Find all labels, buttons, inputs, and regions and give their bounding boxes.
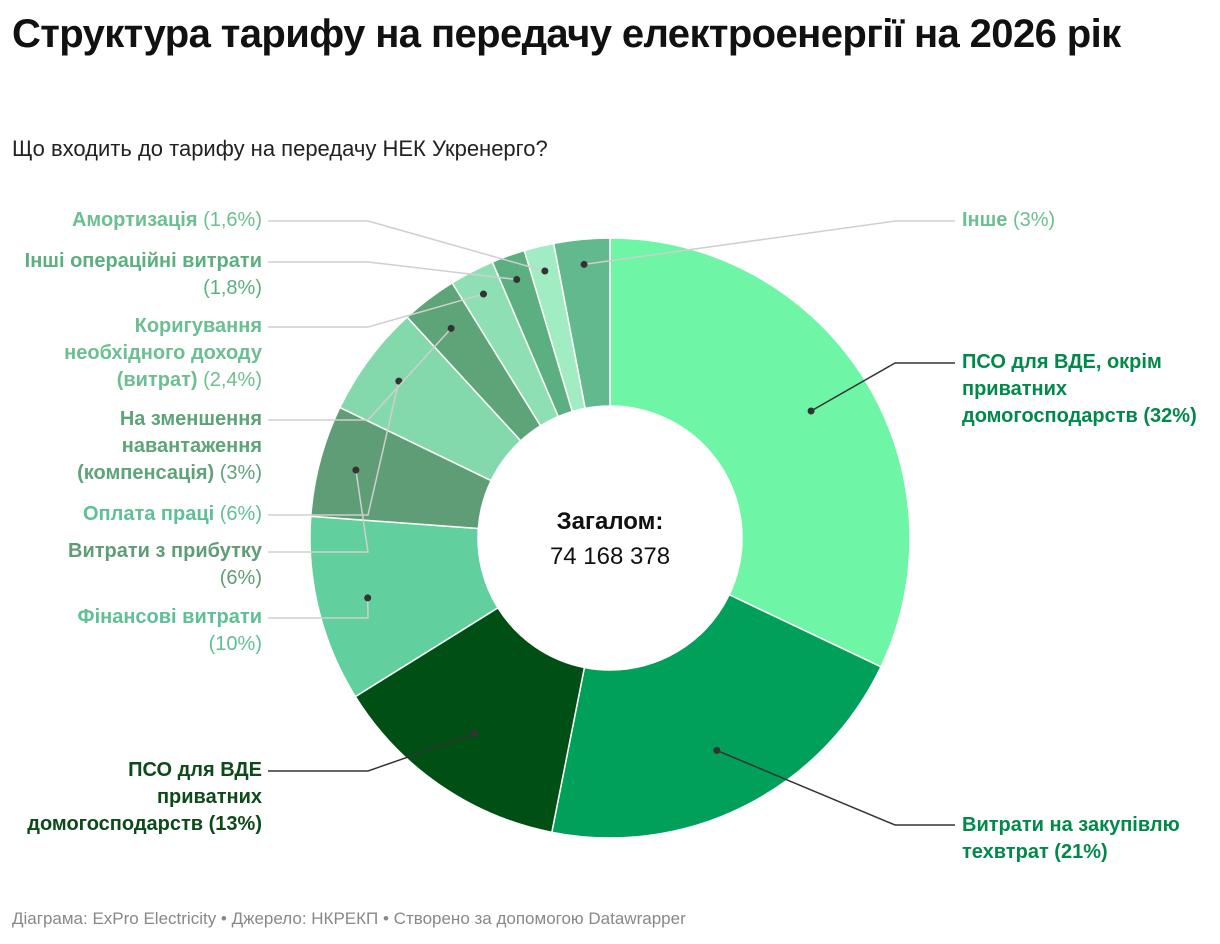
slice-інше[interactable] <box>552 237 611 410</box>
slice-label-name: Інше <box>962 209 1008 231</box>
leader-line-на-зменшення-навантаження-компенсація <box>268 327 452 421</box>
slice-dot-псо-для-вде-приватних-домогосподарств <box>471 730 479 738</box>
slice-фінансові-витрати[interactable] <box>309 515 499 698</box>
slice-dot-витрати-на-закупівлю-техвтрат <box>713 746 721 754</box>
slice-label-name: Фінансові витрати <box>77 606 262 628</box>
leader-line-інші-операційні-витрати <box>268 261 517 281</box>
slice-dot-витрати-з-прибутку <box>352 466 360 474</box>
slice-label-value: (1,6%) <box>197 209 262 231</box>
slice-label-value: (6%) <box>219 567 262 589</box>
slice-label-value: (6%) <box>214 503 262 525</box>
slice-label-value: (32%) <box>1137 405 1197 427</box>
leader-line-псо-для-вде-окрім-приватних-домогосподарств <box>810 362 955 412</box>
slice-label-name: ПСО для ВДЕ, окрім приватних домогоспода… <box>962 351 1162 427</box>
leader-line-амортизація <box>268 220 546 272</box>
chart-title: Структура тарифу на передачу електроенер… <box>12 12 1121 56</box>
slice-dot-коригування-необхідного-доходу-витрат <box>479 290 487 298</box>
slice-псо-для-вде-окрім-приватних-домогосподарств[interactable] <box>609 237 911 668</box>
leader-line-інше <box>583 220 955 266</box>
slice-label-value: (3%) <box>214 462 262 484</box>
slice-label-name: Коригування необхідного доходу (витрат) <box>64 315 262 391</box>
leader-line-псо-для-вде-приватних-домогосподарств <box>268 732 476 772</box>
slice-dot-оплата-праці <box>395 377 403 385</box>
chart-subtitle: Що входить до тарифу на передачу НЕК Укр… <box>12 136 548 161</box>
leader-line-оплата-праці <box>268 380 400 516</box>
leader-line-витрати-з-прибутку <box>268 469 369 553</box>
slice-label-value: (21%) <box>1048 841 1108 863</box>
donut-hole <box>479 407 741 669</box>
slice-витрати-на-закупівлю-техвтрат[interactable] <box>550 593 882 839</box>
slice-label-інше: Інше (3%) <box>962 207 1162 234</box>
slice-label-name: Амортизація <box>71 209 198 231</box>
slice-label-витрати-на-закупівлю-техвтрат: Витрати на закупівлю техвтрат (21%) <box>962 812 1212 866</box>
slice-dot-інше <box>580 260 588 268</box>
leader-line-витрати-на-закупівлю-техвтрат <box>716 749 955 826</box>
slice-dot-фінансові-витрати <box>364 594 372 602</box>
slice-label-value: (1,8%) <box>203 277 262 299</box>
slice-label-value: (3%) <box>1007 209 1056 231</box>
slice-label-псо-для-вде-окрім-приватних-домогосподарств: ПСО для ВДЕ, окрім приватних домогоспода… <box>962 349 1202 430</box>
total-value: 74 168 378 <box>549 543 671 570</box>
chart-footer: Діаграма: ExPro Electricity • Джерело: Н… <box>12 909 686 928</box>
slice-label-амортизація: Амортизація (1,6%) <box>22 207 262 234</box>
slice-dot-на-зменшення-навантаження-компенсація <box>447 324 455 332</box>
slice-label-name: Оплата праці <box>82 503 215 525</box>
slice-dot-псо-для-вде-окрім-приватних-домогосподарств <box>807 407 815 415</box>
slice-label-коригування-необхідного-доходу-витрат: Коригування необхідного доходу (витрат) … <box>12 313 262 394</box>
slice-label-name: Витрати на закупівлю техвтрат <box>962 814 1180 863</box>
slice-label-name: Витрати з прибутку <box>68 540 262 562</box>
slice-label-інші-операційні-витрати: Інші операційні витрати (1,8%) <box>22 248 262 302</box>
slice-label-name: На зменшення навантаження (компенсація) <box>77 408 262 484</box>
total-label: Загалом: <box>556 508 664 535</box>
slice-label-name: Інші операційні витрати <box>24 250 262 272</box>
slice-label-name: ПСО для ВДЕ приватних домогосподарств <box>27 759 262 835</box>
slice-label-value: (13%) <box>203 813 262 835</box>
slice-псо-для-вде-приватних-домогосподарств[interactable] <box>354 606 586 834</box>
slice-label-фінансові-витрати: Фінансові витрати (10%) <box>22 604 262 658</box>
slice-label-оплата-праці: Оплата праці (6%) <box>22 501 262 528</box>
leader-line-фінансові-витрати <box>268 597 369 619</box>
slice-label-value: (2,4%) <box>197 369 262 391</box>
slice-label-псо-для-вде-приватних-домогосподарств: ПСО для ВДЕ приватних домогосподарств (1… <box>22 757 262 838</box>
leader-line-коригування-необхідного-доходу-витрат <box>268 293 484 328</box>
slice-label-витрати-з-прибутку: Витрати з прибутку (6%) <box>22 538 262 592</box>
slice-label-на-зменшення-навантаження-компенсація: На зменшення навантаження (компенсація) … <box>22 406 262 487</box>
slice-label-value: (10%) <box>208 633 262 655</box>
slice-dot-інші-операційні-витрати <box>513 276 521 284</box>
slice-dot-амортизація <box>541 267 549 275</box>
